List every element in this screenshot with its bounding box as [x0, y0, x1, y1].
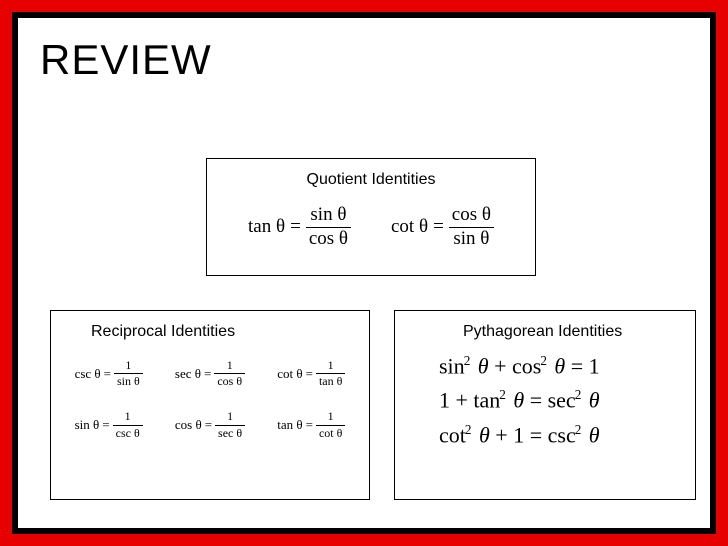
eq-lhs: cot θ — [391, 216, 428, 238]
reciprocal-eq: cos θ= 1sec θ — [164, 410, 255, 439]
eq-lhs: sec θ — [175, 366, 201, 382]
quotient-title: Quotient Identities — [223, 171, 519, 189]
reciprocal-eq: sin θ= 1csc θ — [63, 410, 154, 439]
pythagorean-title: Pythagorean Identities — [463, 323, 675, 341]
eq-lhs: csc θ — [75, 366, 101, 382]
fraction: cos θ sin θ — [449, 205, 494, 250]
fraction: 1csc θ — [113, 410, 143, 439]
reciprocal-grid: csc θ= 1sin θ sec θ= 1cos θ cot θ= 1tan … — [63, 359, 357, 440]
numerator: cos θ — [449, 205, 494, 228]
quotient-box: Quotient Identities tan θ = sin θ cos θ … — [206, 158, 536, 276]
equals-sign: = — [204, 366, 211, 382]
fraction: 1sin θ — [114, 359, 143, 388]
eq-lhs: tan θ — [248, 216, 285, 238]
denominator: sec θ — [215, 426, 245, 440]
fraction: sin θ cos θ — [306, 205, 351, 250]
pythagorean-eq-1: sin2 θ + cos2 θ = 1 — [439, 353, 675, 379]
pythagorean-eq-3: cot2 θ + 1 = csc2 θ — [439, 422, 675, 448]
denominator: sin θ — [449, 228, 494, 250]
denominator: cos θ — [306, 228, 351, 250]
numerator: 1 — [316, 410, 345, 425]
eq-lhs: tan θ — [277, 417, 302, 433]
numerator: 1 — [114, 359, 143, 374]
pythagorean-eq-2: 1 + tan2 θ = sec2 θ — [439, 387, 675, 413]
eq-lhs: cot θ — [277, 366, 302, 382]
numerator: 1 — [214, 359, 245, 374]
denominator: cot θ — [316, 426, 345, 440]
pythagorean-box: Pythagorean Identities sin2 θ + cos2 θ =… — [394, 310, 696, 500]
reciprocal-box: Reciprocal Identities csc θ= 1sin θ sec … — [50, 310, 370, 500]
equals-sign: = — [433, 216, 444, 238]
reciprocal-eq: tan θ= 1cot θ — [266, 410, 357, 439]
fraction: 1sec θ — [215, 410, 245, 439]
equals-sign: = — [306, 417, 313, 433]
equals-sign: = — [290, 216, 301, 238]
numerator: 1 — [316, 359, 345, 374]
equals-sign: = — [205, 417, 212, 433]
equals-sign: = — [102, 417, 109, 433]
equals-sign: = — [306, 366, 313, 382]
slide-title: REVIEW — [40, 36, 688, 84]
fraction: 1tan θ — [316, 359, 345, 388]
equals-sign: = — [104, 366, 111, 382]
fraction: 1cot θ — [316, 410, 345, 439]
reciprocal-eq: csc θ= 1sin θ — [63, 359, 154, 388]
quotient-eq-tan: tan θ = sin θ cos θ — [248, 205, 351, 250]
numerator: 1 — [215, 410, 245, 425]
denominator: cos θ — [214, 374, 245, 388]
reciprocal-eq: sec θ= 1cos θ — [164, 359, 255, 388]
pythagorean-lines: sin2 θ + cos2 θ = 1 1 + tan2 θ = sec2 θ … — [439, 353, 675, 448]
fraction: 1cos θ — [214, 359, 245, 388]
eq-lhs: cos θ — [175, 417, 202, 433]
numerator: sin θ — [306, 205, 351, 228]
reciprocal-eq: cot θ= 1tan θ — [266, 359, 357, 388]
eq-lhs: sin θ — [75, 417, 100, 433]
outer-frame: REVIEW Quotient Identities tan θ = sin θ… — [12, 12, 716, 534]
slide-content: REVIEW Quotient Identities tan θ = sin θ… — [18, 18, 710, 528]
numerator: 1 — [113, 410, 143, 425]
quotient-eq-cot: cot θ = cos θ sin θ — [391, 205, 494, 250]
quotient-equations: tan θ = sin θ cos θ cot θ = cos θ sin θ — [223, 205, 519, 250]
denominator: tan θ — [316, 374, 345, 388]
denominator: csc θ — [113, 426, 143, 440]
reciprocal-title: Reciprocal Identities — [91, 323, 357, 341]
denominator: sin θ — [114, 374, 143, 388]
